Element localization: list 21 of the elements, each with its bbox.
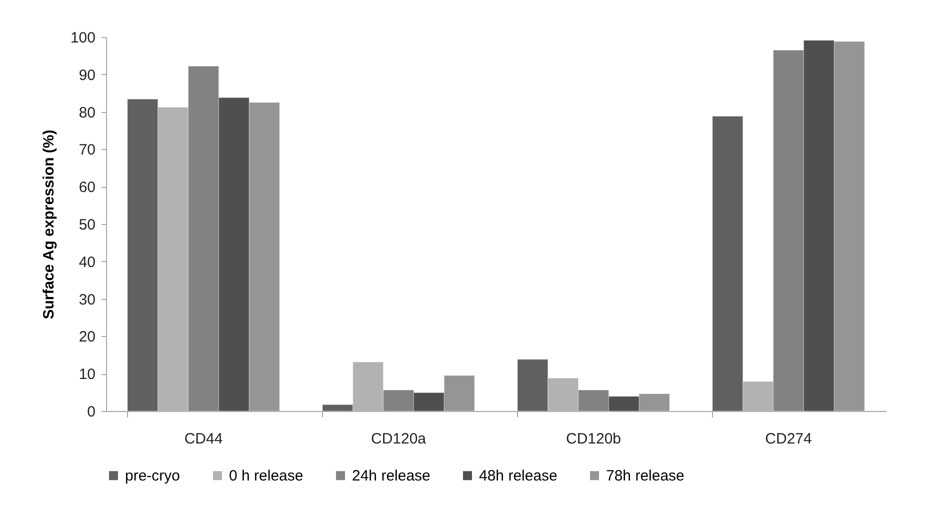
y-tick-label: 0 xyxy=(87,404,96,420)
y-tick-label: 50 xyxy=(78,216,96,234)
legend-label: pre-cryo xyxy=(125,468,180,485)
y-tick-label: 70 xyxy=(78,142,96,159)
y-tick-label: 30 xyxy=(78,291,96,308)
y-tick-label: 40 xyxy=(78,254,96,271)
y-tick-label: 80 xyxy=(78,104,96,122)
y-tick-label: 100 xyxy=(70,30,96,46)
x-tick-label: CD120b xyxy=(566,430,622,448)
x-tick-label: CD44 xyxy=(184,430,223,448)
y-tick-label: 60 xyxy=(78,179,96,196)
y-tick-label: 20 xyxy=(78,328,96,346)
legend-label: 0 h release xyxy=(229,468,304,485)
legend-label: 24h release xyxy=(352,468,430,485)
x-tick-label: CD120a xyxy=(370,430,427,448)
x-tick-label: CD274 xyxy=(765,430,812,448)
y-tick-label: 90 xyxy=(78,66,96,84)
y-axis-title: Surface Ag expression (%) xyxy=(40,130,58,320)
legend-label: 48h release xyxy=(479,468,558,485)
legend-label: 78h release xyxy=(606,468,684,485)
y-tick-label: 10 xyxy=(78,366,96,384)
